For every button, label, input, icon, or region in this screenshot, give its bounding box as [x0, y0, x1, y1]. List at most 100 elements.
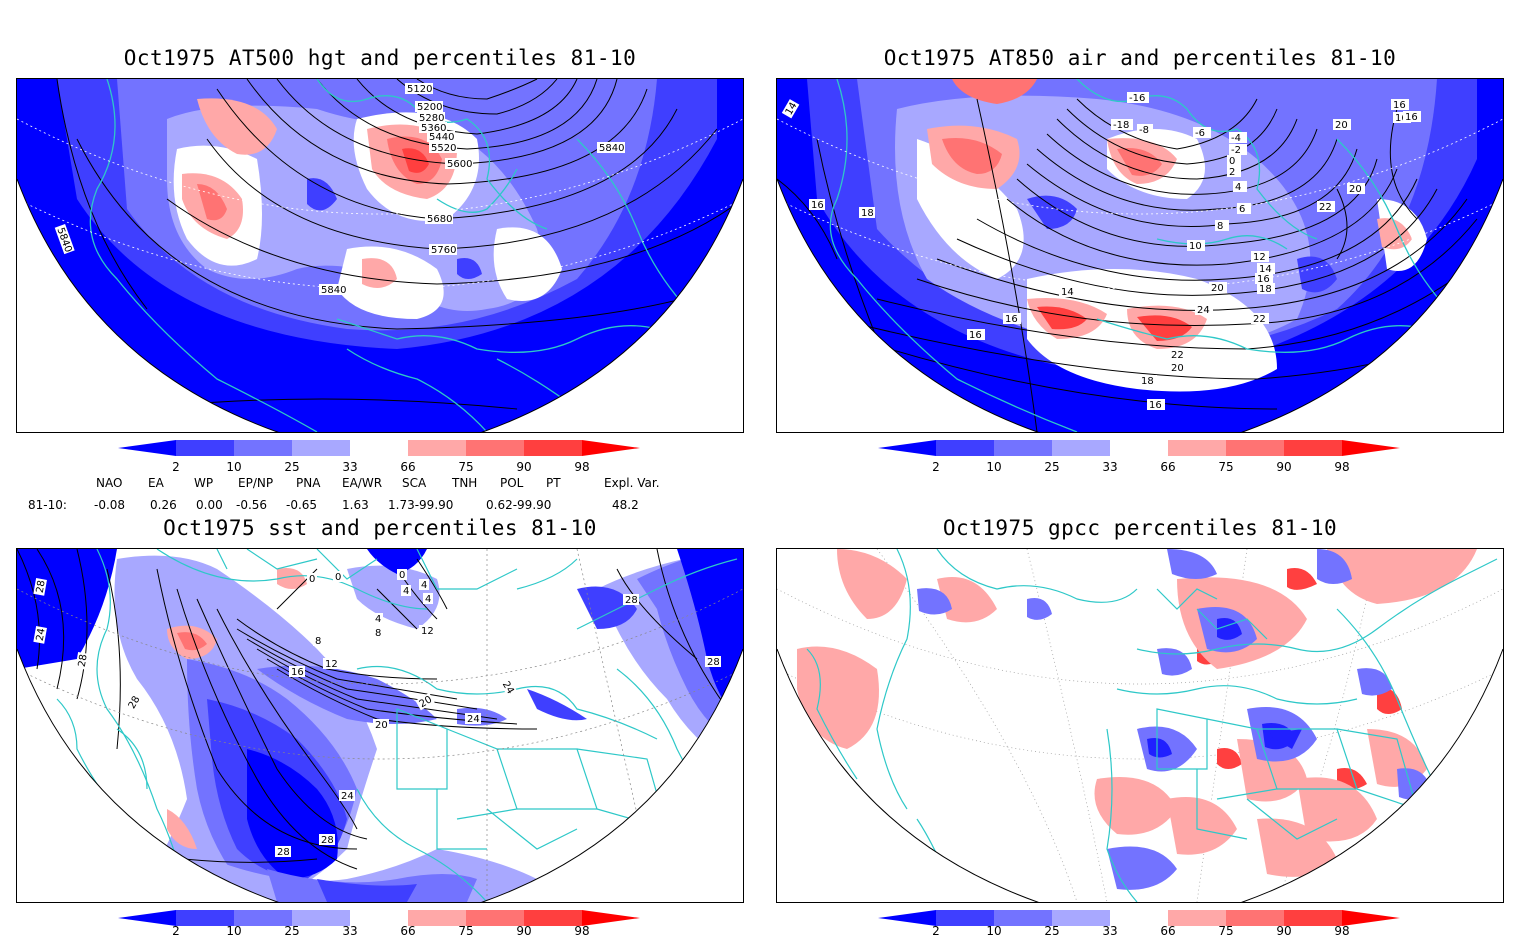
svg-text:5680: 5680 — [427, 214, 452, 225]
contour-label: 5840 — [597, 142, 625, 154]
index-value: 0.26 — [150, 498, 177, 512]
svg-text:28: 28 — [625, 595, 638, 606]
contour-label: 24 — [1195, 304, 1213, 316]
contour-label: 5280 — [417, 112, 445, 124]
svg-text:-4: -4 — [1231, 133, 1241, 144]
colorbar-label: 90 — [1276, 460, 1292, 474]
contour-label: 18 — [1257, 283, 1275, 295]
contour-label: 0 — [307, 573, 317, 585]
contour-label: 22 — [1169, 349, 1187, 361]
colorbar-label: 25 — [1044, 924, 1060, 938]
contour-label: 4 — [373, 613, 383, 625]
contour-label: 28 — [705, 656, 721, 668]
contour-label: 8 — [373, 627, 383, 639]
svg-text:24: 24 — [467, 714, 480, 725]
colorbar-label: 66 — [1160, 924, 1176, 938]
svg-text:4: 4 — [425, 594, 431, 605]
svg-text:4: 4 — [403, 586, 409, 597]
svg-text:8: 8 — [1217, 221, 1223, 232]
contour-label: 5440 — [427, 131, 455, 143]
index-value: -0.56 — [236, 498, 268, 512]
contour-label: 5120 — [405, 83, 433, 95]
svg-text:-2: -2 — [1231, 145, 1241, 156]
svg-text:12: 12 — [421, 626, 434, 637]
colorbar-swatches — [118, 910, 640, 926]
contour-label: 20 — [1333, 119, 1351, 131]
svg-text:28: 28 — [35, 579, 48, 593]
index-row-label: 81-10: — [28, 498, 67, 512]
contour-label: 28 — [75, 652, 90, 670]
svg-text:5600: 5600 — [447, 159, 472, 170]
index-value: -0.08 — [94, 498, 126, 512]
svg-text:28: 28 — [321, 835, 334, 846]
contour-label: 4 — [419, 579, 429, 591]
contour-label: 0 — [1227, 155, 1241, 167]
svg-text:5120: 5120 — [407, 84, 432, 95]
colorbar-label: 2 — [932, 924, 940, 938]
panel-1-title: Oct1975 AT500 hgt and percentiles 81-10 — [123, 46, 637, 70]
index-value: 48.2 — [612, 498, 639, 512]
contour-label: 28 — [275, 846, 291, 858]
contour-label: 5360 — [419, 122, 447, 134]
air-contour-labels: 14 16 18 -16 -18 -8 -6 -4 -2 0 2 4 6 8 1… — [781, 92, 1421, 411]
colorbar-label: 10 — [986, 460, 1002, 474]
svg-text:10: 10 — [1189, 241, 1202, 252]
colorbar-sst: 2 10 25 33 66 75 90 98 — [118, 910, 648, 950]
svg-text:18: 18 — [1141, 376, 1154, 387]
svg-text:-16: -16 — [1129, 93, 1145, 104]
contour-label: 4 — [401, 585, 411, 597]
svg-text:8: 8 — [315, 636, 321, 647]
svg-text:24: 24 — [1197, 305, 1210, 316]
contour-label: 16 — [289, 666, 305, 678]
contour-label: -8 — [1137, 124, 1153, 136]
contour-label: -2 — [1229, 144, 1247, 156]
index-header: PT — [546, 476, 561, 490]
colorbar-label: 10 — [226, 460, 242, 474]
svg-text:16: 16 — [811, 200, 824, 211]
svg-text:16: 16 — [1395, 113, 1408, 124]
svg-text:8: 8 — [375, 628, 381, 639]
svg-text:5280: 5280 — [419, 113, 444, 124]
sst-contour-labels: 28 24 28 28 0 0 0 4 4 4 8 8 12 16 20 20 … — [33, 569, 721, 858]
colorbar-label: 98 — [574, 460, 590, 474]
colorbar-label: 98 — [1334, 924, 1350, 938]
svg-text:5200: 5200 — [417, 102, 442, 113]
contour-label: 22 — [1317, 201, 1335, 213]
contour-label: 28 — [319, 834, 335, 846]
contour-label: 16 — [1403, 111, 1421, 123]
contour-label: 24 — [339, 790, 355, 802]
contour-label: -18 — [1111, 119, 1133, 131]
contour-label: 5200 — [415, 101, 443, 113]
colorbar-label: 90 — [516, 924, 532, 938]
colorbar-label: 25 — [284, 460, 300, 474]
svg-text:16: 16 — [291, 667, 304, 678]
colorbar-label: 2 — [172, 460, 180, 474]
contour-label: 16 — [967, 329, 985, 341]
contour-label: 4 — [1233, 181, 1247, 193]
colorbar-label: 33 — [342, 460, 358, 474]
svg-text:18: 18 — [1259, 284, 1272, 295]
colorbar-label: 75 — [458, 924, 474, 938]
contour-label: 28 — [33, 578, 48, 596]
svg-text:2: 2 — [1229, 167, 1235, 178]
svg-text:20: 20 — [375, 720, 388, 731]
contour-label: 5600 — [445, 158, 473, 170]
colorbar-label: 2 — [172, 924, 180, 938]
svg-text:-6: -6 — [1195, 128, 1205, 139]
colorbar-air850: 2 10 25 33 66 75 90 98 — [878, 440, 1408, 480]
svg-text:4: 4 — [375, 614, 381, 625]
index-header: POL — [500, 476, 524, 490]
index-header: TNH — [452, 476, 478, 490]
colorbar-label: 66 — [400, 460, 416, 474]
svg-text:20: 20 — [1349, 184, 1362, 195]
svg-text:24: 24 — [35, 627, 48, 641]
svg-text:16: 16 — [1257, 274, 1270, 285]
svg-text:24: 24 — [341, 791, 354, 802]
svg-text:28: 28 — [77, 653, 90, 667]
svg-text:16: 16 — [1149, 400, 1162, 411]
contour-label: 5520 — [429, 142, 457, 154]
svg-text:16: 16 — [969, 330, 982, 341]
panel-2-title: Oct1975 AT850 air and percentiles 81-10 — [883, 46, 1397, 70]
svg-text:16: 16 — [1405, 112, 1418, 123]
map-panel-sst: 28 24 28 28 0 0 0 4 4 4 8 8 12 16 20 20 … — [16, 548, 744, 903]
